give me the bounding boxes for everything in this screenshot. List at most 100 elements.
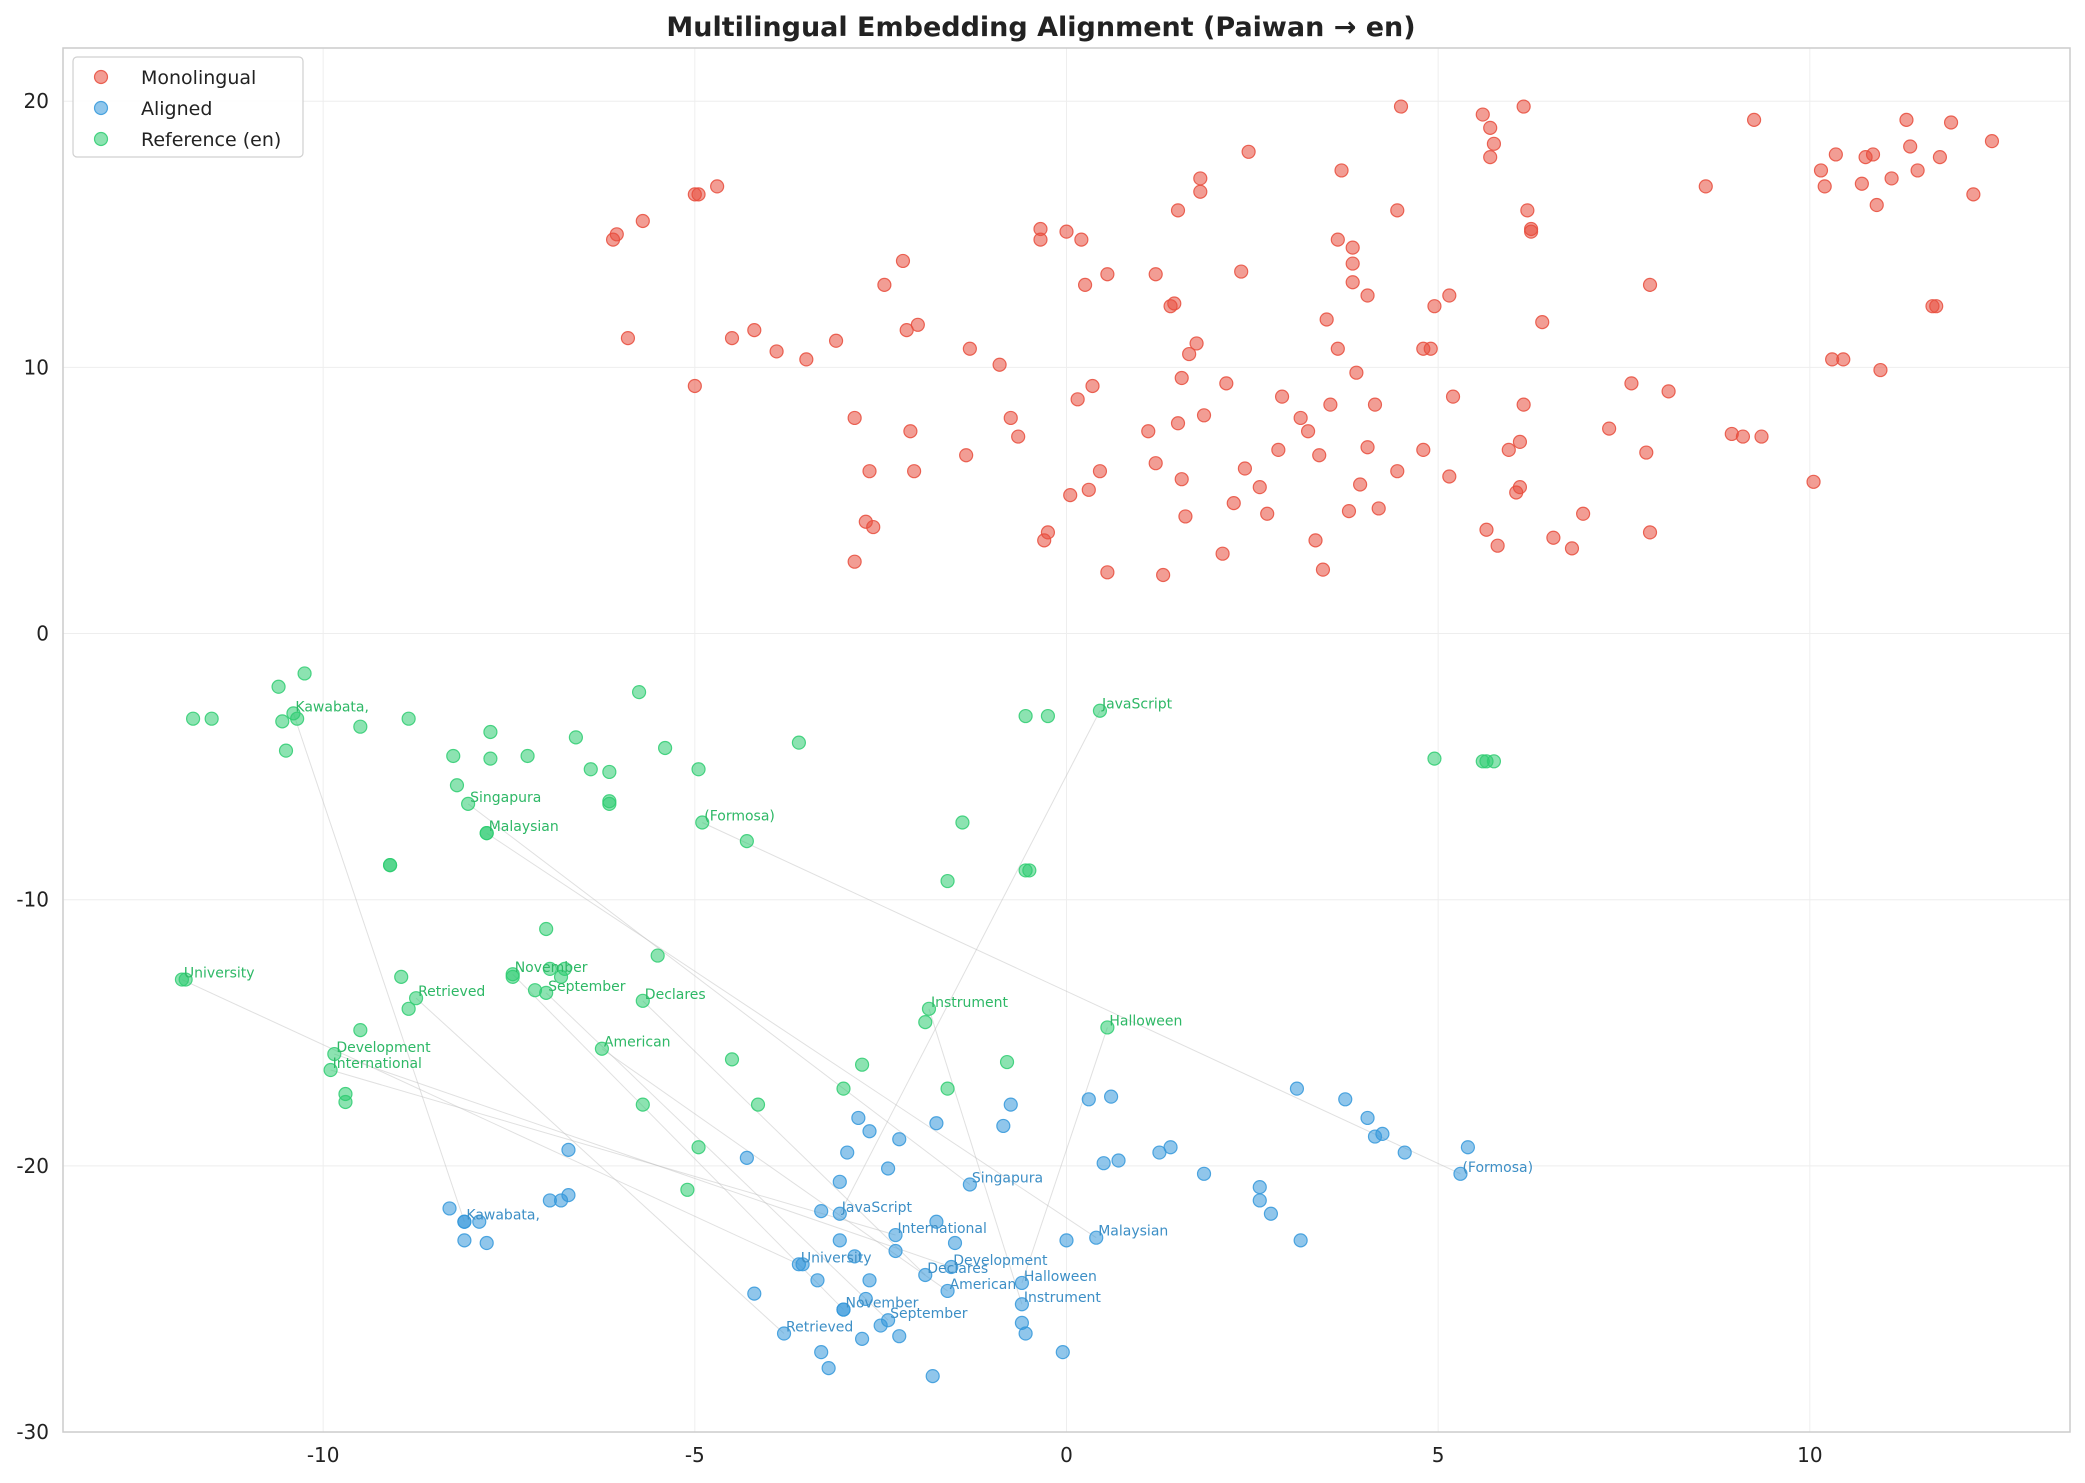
legend-label: Reference (en) [141,129,281,151]
scatter-point [1523,224,1539,239]
scatter-point [1865,147,1881,162]
scatter-point [1003,410,1018,426]
scatter-point [1390,464,1405,479]
scatter-point [854,1057,870,1072]
scatter-point [1156,567,1171,583]
scatter-point [1174,472,1189,487]
scatter-point [620,331,636,346]
scatter-point [959,448,974,463]
scatter-point [791,1257,807,1272]
scatter-point [1103,1089,1119,1104]
scatter-point [568,730,584,745]
scatter-point [1092,703,1108,718]
scatter-point [1237,461,1253,476]
scatter-point [799,352,814,367]
scatter-point [1018,1326,1033,1341]
y-tick-label: 0 [36,622,49,646]
reference-label: Halloween [1109,1013,1182,1029]
scatter-point [832,1233,847,1248]
scatter-point [992,357,1007,372]
scatter-point [814,1203,829,1219]
scatter-point [892,1132,907,1147]
scatter-point [1260,506,1275,521]
scatter-point [1360,1110,1375,1126]
scatter-point [847,410,862,426]
scatter-point [631,684,647,700]
scatter-point [635,213,650,229]
scatter-point [472,1214,487,1229]
scatter-point [1252,480,1267,495]
scatter-point [1397,1145,1412,1160]
scatter-point [769,344,784,359]
scatter-point [776,1326,792,1341]
alignment-connector [512,973,844,1310]
reference-label: (Formosa) [704,809,775,825]
chart-title: Multilingual Embedding Alignment (Paiwan… [666,12,1415,43]
scatter-point [680,1182,695,1197]
scatter-point [1501,442,1516,457]
aligned-label: Retrieved [786,1320,853,1336]
scatter-point [847,1249,862,1264]
scatter-point [962,1177,977,1192]
scatter-point [710,179,725,194]
scatter-point [461,796,476,811]
scatter-point [1081,482,1096,497]
scatter-point [1353,477,1368,492]
scatter-point [1085,378,1100,394]
x-tick-label: -10 [307,1443,340,1467]
scatter-point [401,711,416,726]
scatter-point [1022,863,1037,878]
reference-label: Kawabata, [295,699,369,715]
alignment-connector [181,979,800,1265]
alignment-connector [928,1008,1023,1305]
alignment-connector [330,1069,896,1236]
scatter-point [1375,1126,1390,1142]
scatter-point [1367,397,1383,412]
scatter-point [594,1041,610,1056]
series-2 [174,666,1502,1197]
scatter-point [657,740,673,756]
scatter-point [1178,509,1193,524]
scatter-point [921,1001,937,1016]
alignment-connectors [181,710,1461,1334]
scatter-point [880,1161,896,1176]
alignment-connector [545,992,889,1321]
scatter-point [929,1214,944,1229]
scatter-point [918,1015,933,1030]
legend-box [72,56,304,158]
scatter-point [1910,163,1925,178]
scatter-point [1148,456,1163,471]
scatter-point [1077,277,1093,292]
scatter-point [895,253,911,269]
scatter-point [327,1046,342,1062]
scatter-point [1360,440,1375,455]
scatter-point [1817,179,1832,194]
scatter-point [1338,1092,1353,1107]
scatter-point [1442,469,1457,484]
scatter-point [602,796,617,811]
reference-label: Instrument [931,995,1009,1011]
aligned-label: Singapura [972,1170,1043,1186]
alignment-connector [467,803,971,1185]
scatter-point [1393,99,1409,114]
scatter-point [1092,464,1108,479]
scatter-point [539,921,554,937]
alignment-connector [334,1053,952,1268]
scatter-point [962,341,977,356]
scatter-point [635,993,650,1008]
scatter-point [1330,232,1345,247]
scatter-point [903,424,918,439]
aligned-label: JavaScript [841,1200,913,1216]
scatter-point [1226,496,1241,511]
scatter-point [695,815,710,830]
scatter-point [479,1235,494,1251]
scatter-point [836,1302,851,1317]
scatter-point [940,1283,955,1299]
scatter-point [1289,1081,1305,1096]
scatter-point [442,1201,457,1216]
reference-label: JavaScript [1101,697,1173,713]
scatter-point [1234,264,1249,279]
scatter-point [1639,445,1654,460]
scatter-point [940,1081,955,1096]
plot-frame [62,47,2071,1433]
